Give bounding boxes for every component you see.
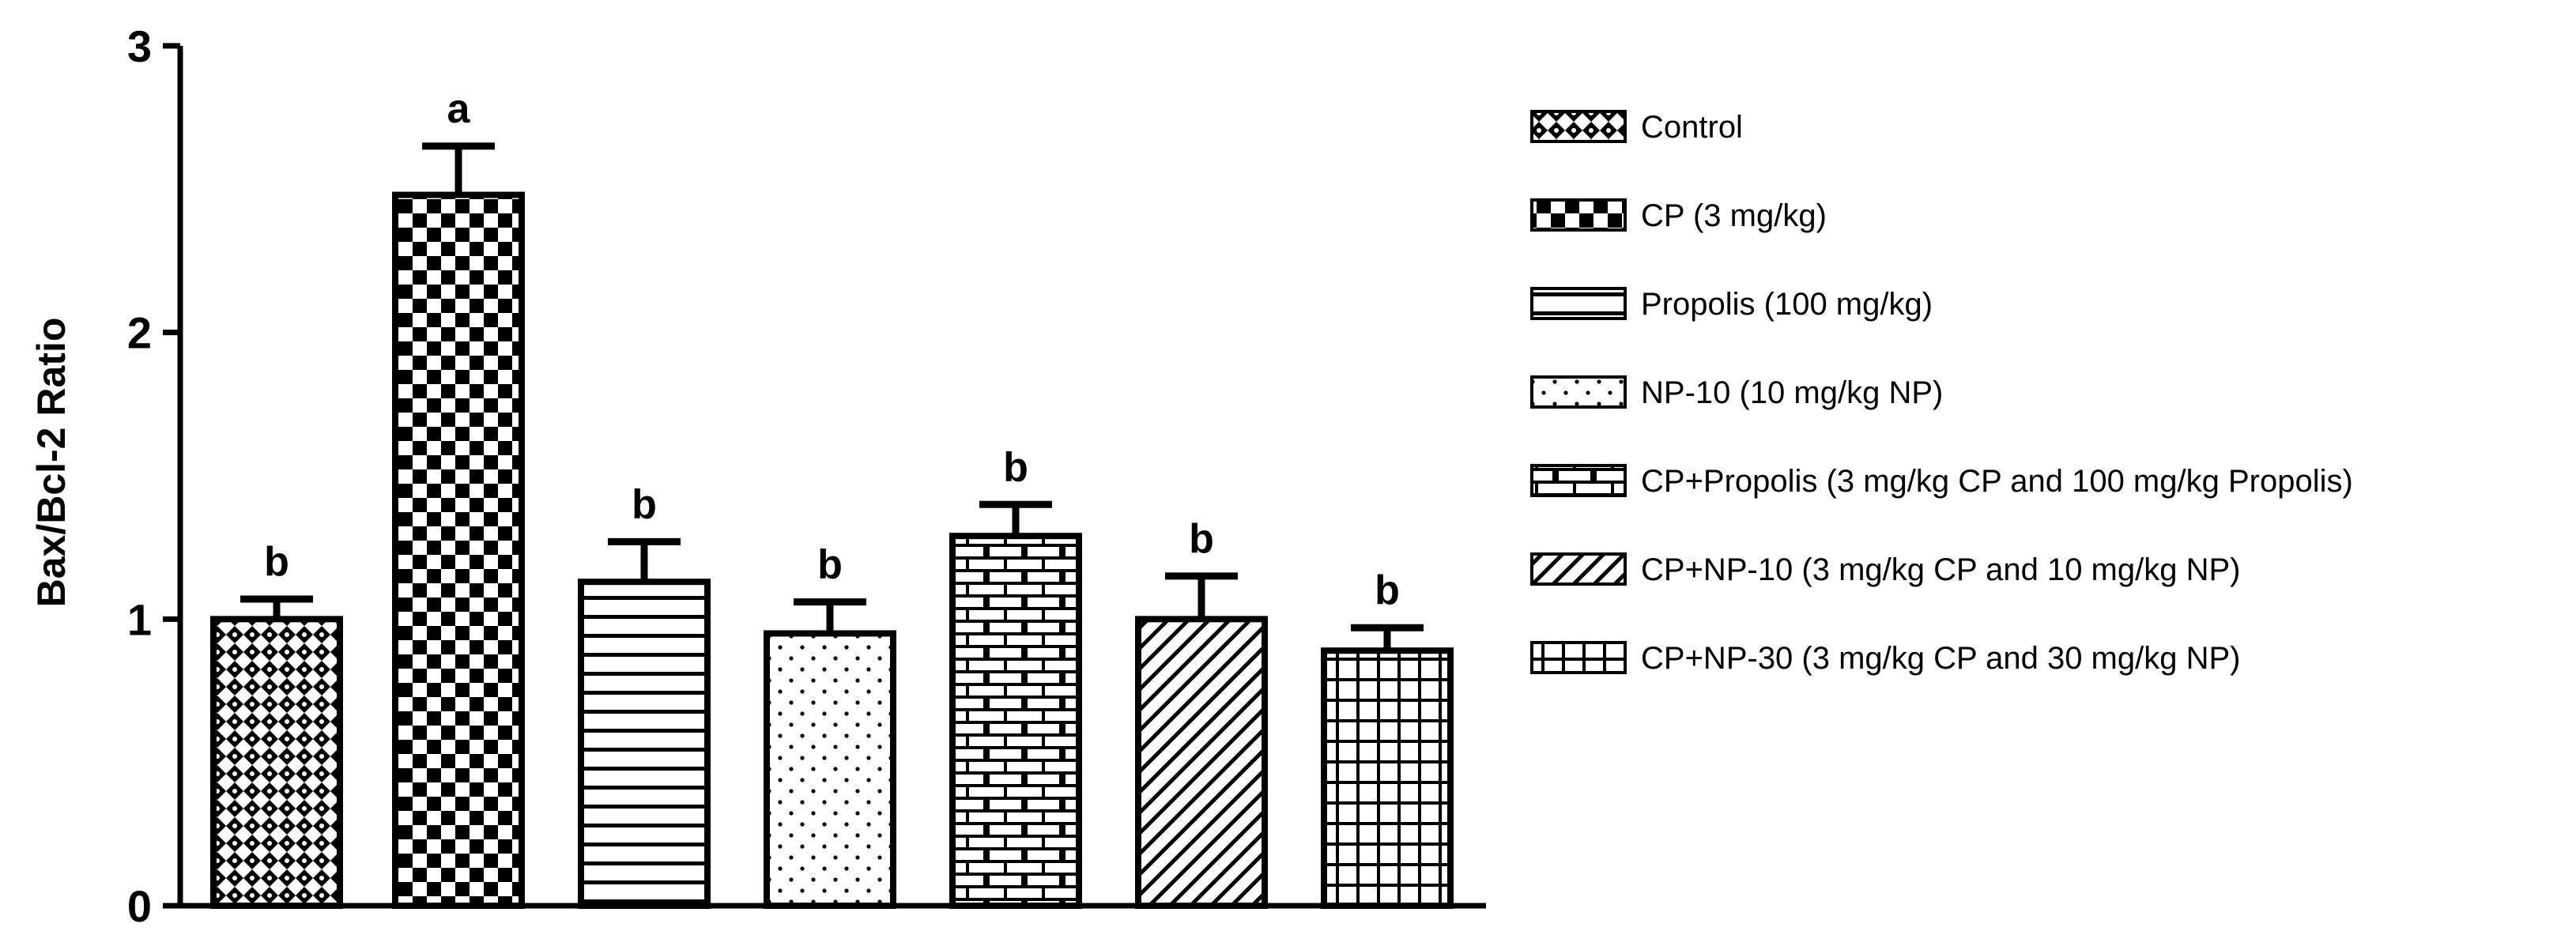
legend-label: CP (3 mg/kg) bbox=[1641, 198, 1827, 233]
significance-label: b bbox=[1375, 567, 1400, 613]
y-tick-label: 1 bbox=[127, 594, 152, 644]
significance-label: b bbox=[632, 481, 657, 527]
bar-7 bbox=[1321, 647, 1454, 910]
legend-label: Propolis (100 mg/kg) bbox=[1641, 287, 1933, 322]
legend-swatch bbox=[1530, 198, 1627, 232]
legend-label: Control bbox=[1641, 110, 1743, 145]
significance-label: b bbox=[817, 542, 843, 588]
significance-label: b bbox=[1189, 516, 1214, 562]
significance-label: b bbox=[1003, 444, 1028, 490]
bar-3 bbox=[578, 579, 711, 909]
legend-label: CP+NP-10 (3 mg/kg CP and 10 mg/kg NP) bbox=[1641, 552, 2240, 587]
legend-swatch bbox=[1530, 552, 1627, 586]
bars-layer: b a b b b b b bbox=[210, 86, 1454, 910]
y-axis-title: Bax/Bcl-2 Ratio bbox=[29, 318, 74, 608]
y-tick-label: 3 bbox=[127, 21, 152, 71]
y-tick-label: 2 bbox=[127, 308, 152, 358]
y-tick-label: 0 bbox=[127, 881, 152, 931]
legend: Control CP (3 mg/kg) Propolis (100 mg/kg) N… bbox=[1530, 110, 2353, 676]
legend-label: CP+NP-30 (3 mg/kg CP and 30 mg/kg NP) bbox=[1641, 641, 2240, 676]
legend-label: CP+Propolis (3 mg/kg CP and 100 mg/kg Pr… bbox=[1641, 464, 2353, 499]
significance-label: a bbox=[447, 86, 471, 132]
significance-label: b bbox=[264, 539, 289, 585]
legend-swatch bbox=[1530, 464, 1627, 497]
legend-swatch bbox=[1530, 641, 1627, 674]
bar-5 bbox=[949, 533, 1082, 909]
bar-2 bbox=[392, 191, 525, 909]
legend-swatch bbox=[1530, 287, 1627, 320]
legend-swatch bbox=[1530, 110, 1627, 143]
legend-label: NP-10 (10 mg/kg NP) bbox=[1641, 375, 1943, 410]
bar-6 bbox=[1135, 616, 1268, 909]
legend-swatch bbox=[1530, 375, 1627, 409]
bar-4 bbox=[764, 630, 896, 909]
bar-1 bbox=[210, 616, 343, 909]
